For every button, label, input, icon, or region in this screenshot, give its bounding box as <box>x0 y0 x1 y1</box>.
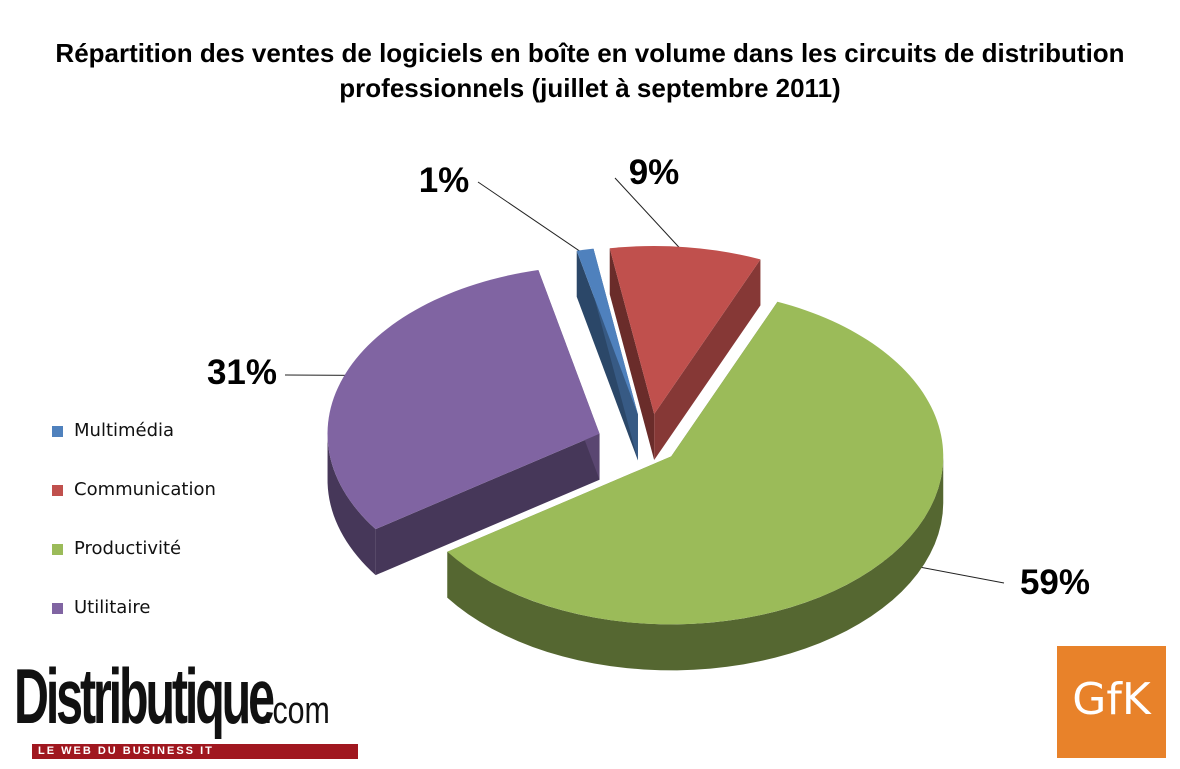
chart-title: Répartition des ventes de logiciels en b… <box>55 38 1125 103</box>
gfk-logo: GfK <box>1057 646 1166 758</box>
value-label-communication: 9% <box>629 153 680 192</box>
distributique-logo-tld: .com <box>264 690 330 732</box>
value-label-productivite: 59% <box>1020 563 1090 602</box>
pie-slice-top-utilitaire <box>327 270 600 530</box>
legend-swatch-utilitaire <box>52 603 63 614</box>
pie-slice-wall-communication <box>654 259 761 461</box>
value-label-multimedia: 1% <box>419 161 470 200</box>
leader-line-multimedia <box>477 181 588 257</box>
pie-slice-wall-multimedia <box>576 250 638 461</box>
distributique-logo-bar <box>32 744 358 759</box>
distributique-logo-tagline: LE WEB DU BUSINESS IT <box>38 745 214 757</box>
pie-slice-communication <box>609 246 761 461</box>
pie-slice-rim-utilitaire <box>327 431 376 576</box>
pie-slices <box>327 246 944 671</box>
legend-label-productivite: Productivité <box>74 538 182 559</box>
leader-line-communication <box>614 177 686 255</box>
pie-slice-wall-communication <box>609 248 655 461</box>
value-labels: 9% 1% 31% 59% <box>207 153 1090 602</box>
pie-slice-utilitaire <box>327 270 600 576</box>
distributique-logo: Distributique .com LE WEB DU BUSINESS IT <box>14 652 358 764</box>
pie-slice-top-multimedia <box>576 248 638 415</box>
legend-swatch-communication <box>52 485 63 496</box>
pie-slice-rim-productivite <box>447 457 944 671</box>
legend-swatch-multimedia <box>52 426 63 437</box>
pie-slice-top-communication <box>609 246 761 415</box>
pie-slice-wall-utilitaire <box>375 433 600 576</box>
value-label-utilitaire: 31% <box>207 353 277 392</box>
pie-slice-multimedia <box>576 248 638 461</box>
legend-swatch-productivite <box>52 544 63 555</box>
pie-slice-productivite <box>447 301 944 671</box>
distributique-logo-name: Distributique <box>14 652 275 740</box>
legend-label-multimedia: Multimédia <box>74 420 175 441</box>
legend-label-utilitaire: Utilitaire <box>74 597 151 618</box>
gfk-logo-text: GfK <box>1072 674 1151 725</box>
pie-slice-top-productivite <box>447 301 944 625</box>
legend-label-communication: Communication <box>74 479 216 500</box>
